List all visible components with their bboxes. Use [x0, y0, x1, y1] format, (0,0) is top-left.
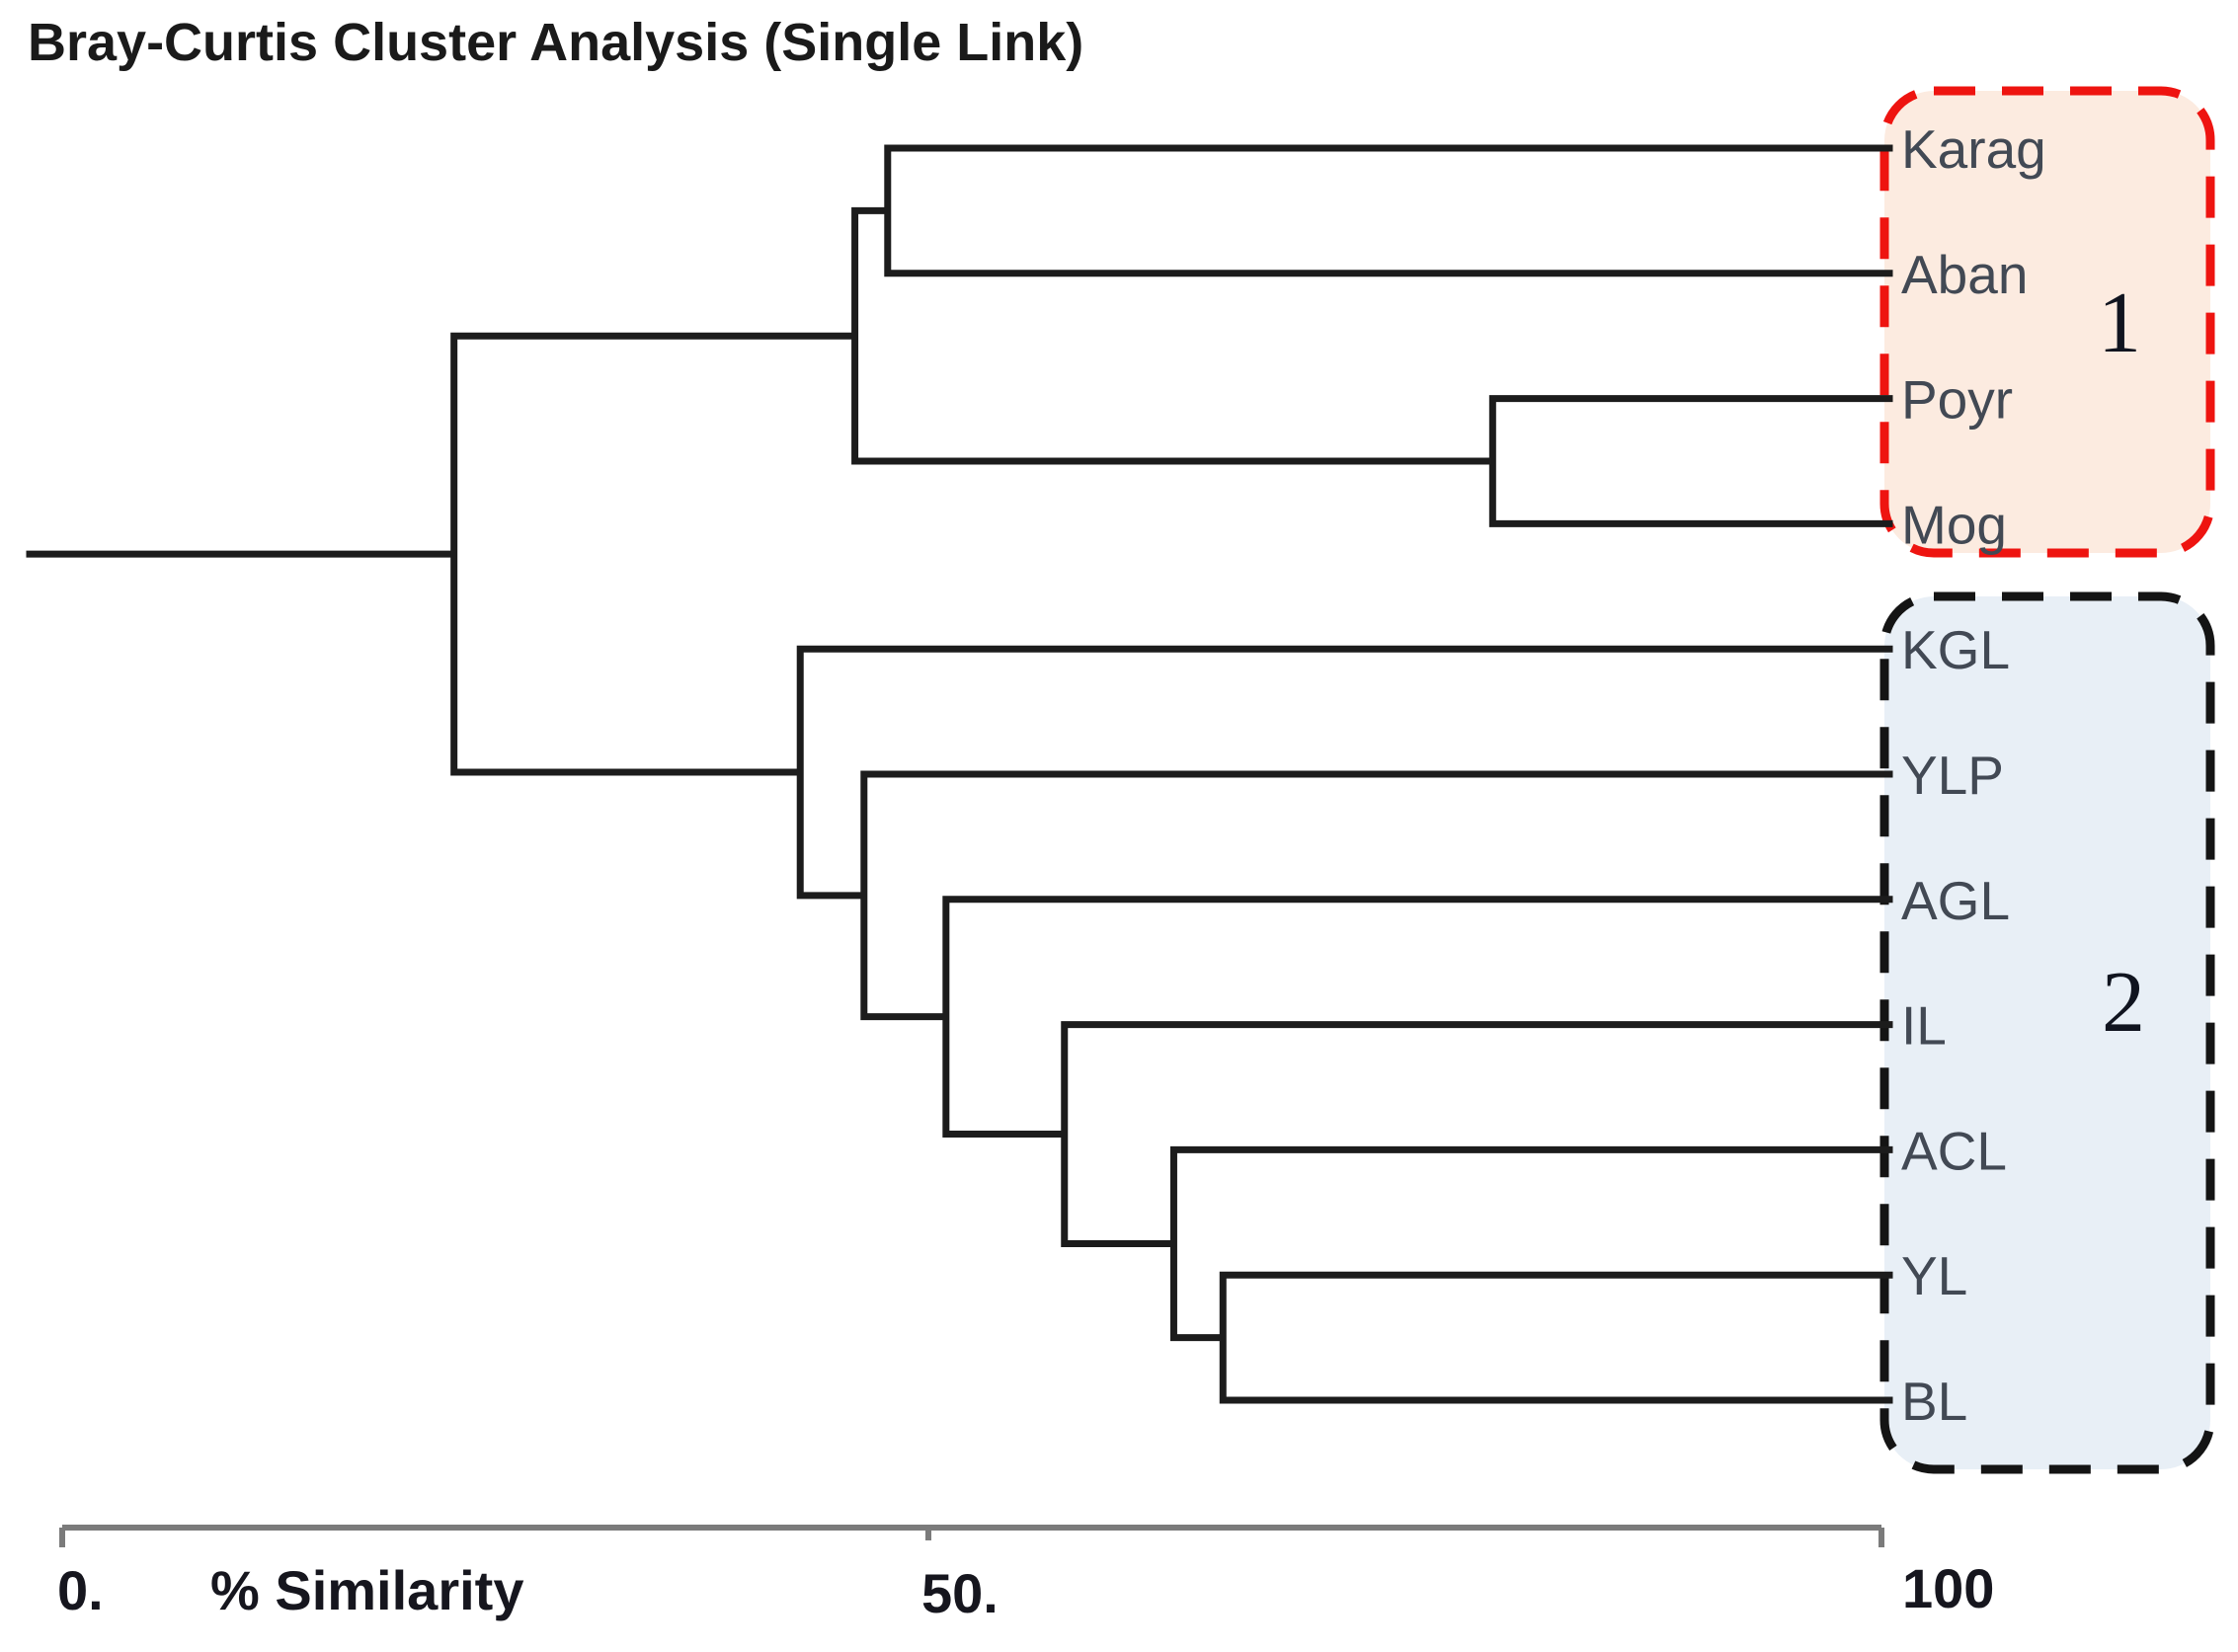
leaf-label-aban: Aban	[1901, 244, 2028, 305]
leaf-label-bl: BL	[1901, 1371, 1967, 1432]
cluster-1-box	[1879, 86, 2215, 558]
leaf-label-mog: Mog	[1901, 494, 2007, 555]
similarity-axis-line	[59, 1525, 1884, 1547]
axis-tick-label-100: 100	[1902, 1557, 1994, 1619]
tree-lines-group	[26, 144, 1893, 1404]
leaf-label-acl: ACL	[1901, 1120, 2007, 1181]
cluster-1-number-label: 1	[2098, 275, 2141, 371]
leaf-labels-group: Karag Aban Poyr Mog KGL YLP AGL IL ACL YL BL	[1901, 118, 2046, 1432]
leaf-label-ylp: YLP	[1901, 745, 2004, 806]
cluster-2-number-label: 2	[2102, 955, 2145, 1051]
similarity-axis-group: 0. % Similarity 50. 100	[57, 1525, 1994, 1624]
leaf-label-poyr: Poyr	[1901, 369, 2013, 431]
leaf-label-kgl: KGL	[1901, 619, 2010, 680]
leaf-label-agl: AGL	[1901, 870, 2010, 931]
axis-tick-label-0: 0.	[57, 1559, 104, 1621]
axis-title: % Similarity	[210, 1559, 523, 1621]
leaf-label-karag: Karag	[1901, 118, 2046, 180]
dendrogram-tree-path	[26, 144, 1893, 1404]
cluster-2-box	[1879, 591, 2215, 1474]
leaf-label-yl: YL	[1901, 1245, 1967, 1306]
axis-tick-label-50: 50.	[921, 1562, 999, 1624]
leaf-label-il: IL	[1901, 995, 1947, 1057]
chart-title: Bray-Curtis Cluster Analysis (Single Lin…	[28, 13, 1084, 72]
